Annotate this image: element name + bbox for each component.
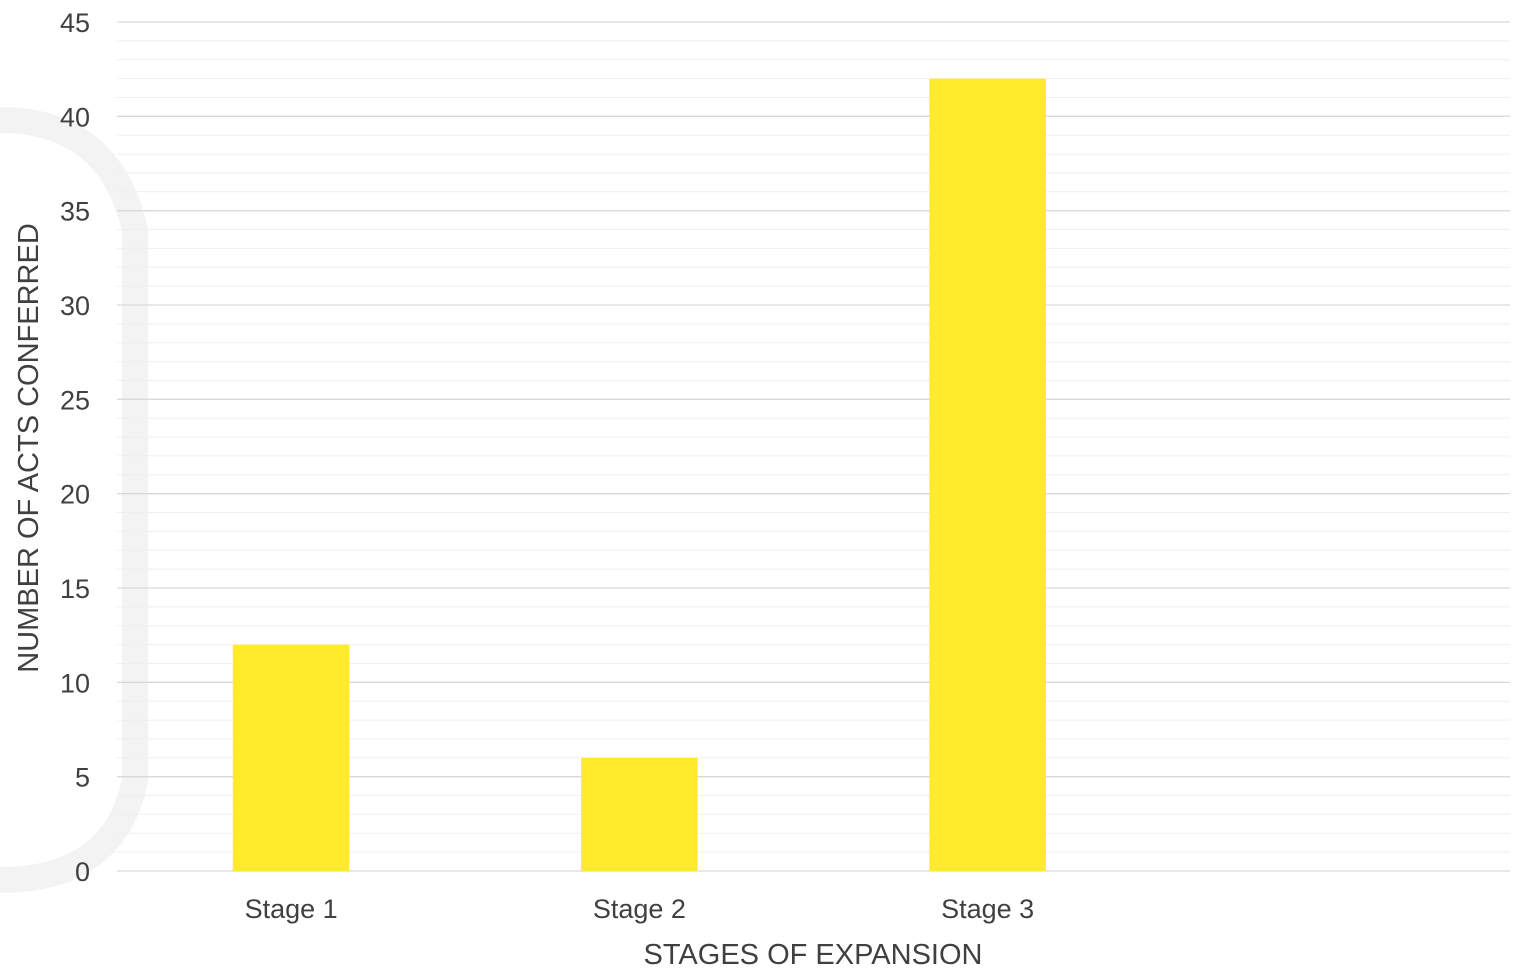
y-tick-label: 25 <box>60 385 90 415</box>
x-axis-ticks: Stage 1 Stage 2 Stage 3 <box>245 894 1035 924</box>
bar <box>232 644 350 871</box>
y-tick-label: 20 <box>60 480 90 510</box>
y-tick-label: 35 <box>60 197 90 227</box>
y-axis-ticks: 0 5 10 15 20 25 30 35 40 45 <box>60 8 90 887</box>
x-tick-label: Stage 2 <box>593 894 686 924</box>
y-tick-label: 5 <box>75 763 90 793</box>
y-tick-label: 40 <box>60 102 90 132</box>
y-tick-label: 15 <box>60 574 90 604</box>
bar <box>581 757 698 871</box>
y-axis-title: NUMBER OF ACTS CONFERRED <box>13 223 45 673</box>
y-tick-label: 0 <box>75 857 90 887</box>
bar <box>929 78 1046 872</box>
decorative-arc <box>0 107 148 893</box>
y-tick-label: 45 <box>60 8 90 38</box>
y-tick-label: 30 <box>60 291 90 321</box>
x-axis-title: STAGES OF EXPANSION <box>644 939 983 970</box>
y-tick-label: 10 <box>60 668 90 698</box>
x-tick-label: Stage 1 <box>245 894 338 924</box>
bars <box>232 78 1046 872</box>
x-tick-label: Stage 3 <box>941 894 1034 924</box>
